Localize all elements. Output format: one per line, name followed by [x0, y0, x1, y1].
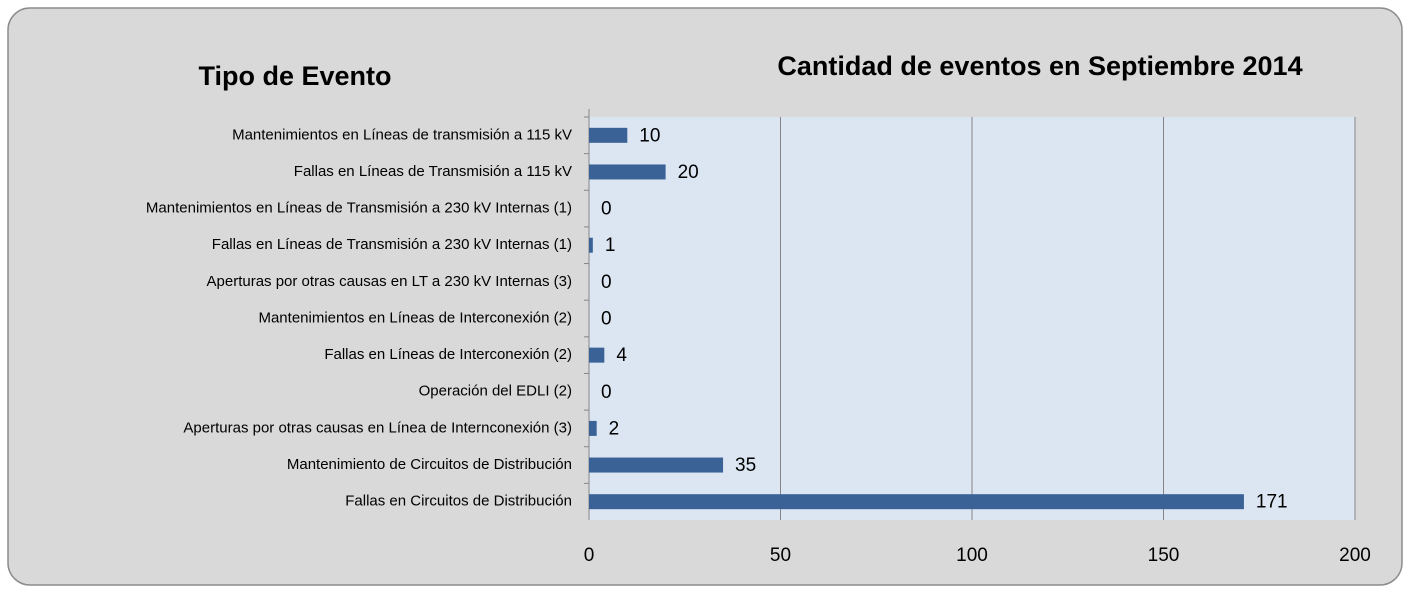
y-tick-label: Aperturas por otras causas en LT a 230 k…	[207, 273, 572, 290]
x-tick-label: 100	[956, 545, 988, 566]
x-tick-label: 0	[584, 545, 595, 566]
y-tick-label: Fallas en Líneas de Transmisión a 230 kV…	[212, 236, 572, 253]
y-tick-label: Fallas en Líneas de Transmisión a 115 kV	[294, 163, 572, 180]
y-tick-label: Operación del EDLI (2)	[419, 383, 572, 400]
data-label: 0	[601, 382, 612, 403]
data-label: 20	[678, 162, 699, 183]
data-label: 2	[609, 418, 620, 439]
data-label: 0	[601, 272, 612, 293]
y-tick-label: Mantenimientos en Líneas de Transmisión …	[146, 200, 572, 217]
y-tick-label: Aperturas por otras causas en Línea de I…	[183, 419, 572, 436]
y-tick-label: Mantenimientos en Líneas de Interconexió…	[258, 309, 572, 326]
data-label: 4	[616, 345, 627, 366]
bar	[589, 420, 597, 436]
bar	[589, 347, 605, 363]
x-tick-label: 200	[1339, 545, 1371, 566]
chart-title: Cantidad de eventos en Septiembre 2014	[777, 51, 1302, 81]
x-tick-label: 50	[770, 545, 791, 566]
bar	[589, 164, 666, 180]
data-label: 0	[601, 309, 612, 330]
bar	[589, 237, 593, 253]
y-axis-title: Tipo de Evento	[198, 61, 391, 91]
data-label: 1	[605, 235, 616, 256]
data-label: 171	[1256, 492, 1288, 513]
y-tick-label: Mantenimientos en Líneas de transmisión …	[232, 126, 572, 143]
bar	[589, 494, 1244, 510]
y-tick-label: Mantenimiento de Circuitos de Distribuci…	[287, 456, 572, 473]
x-tick-label: 150	[1148, 545, 1180, 566]
data-label: 10	[639, 125, 660, 146]
data-label: 35	[735, 455, 756, 476]
y-tick-label: Fallas en Líneas de Interconexión (2)	[324, 346, 572, 363]
data-label: 0	[601, 199, 612, 220]
y-tick-label: Fallas en Circuitos de Distribución	[345, 493, 572, 510]
bar	[589, 457, 724, 473]
bar	[589, 127, 628, 143]
